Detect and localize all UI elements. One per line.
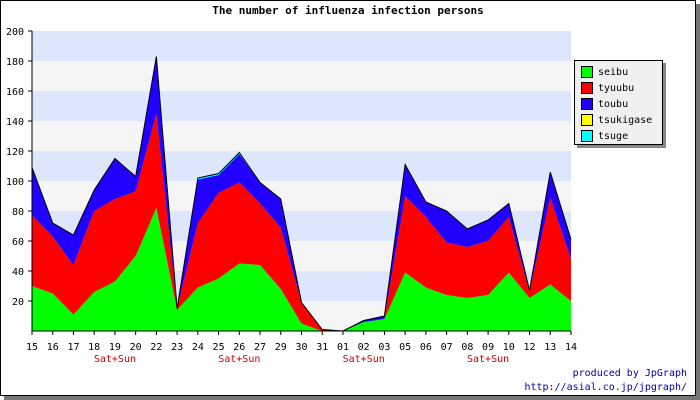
x-tick-label: 07 <box>441 342 453 353</box>
x-tick-label: 29 <box>275 342 287 353</box>
legend-swatch <box>581 82 593 94</box>
y-tick-label: 140 <box>6 117 24 128</box>
chart-title: The number of influenza infection person… <box>212 4 484 17</box>
x-tick-label: 16 <box>47 342 59 353</box>
x-tick-label: 15 <box>26 342 38 353</box>
x-tick-label: 19 <box>109 342 121 353</box>
x-tick-label: 24 <box>192 342 204 353</box>
credit-line-1: produced by JpGraph <box>572 368 687 379</box>
x-tick-label: 18 <box>88 342 100 353</box>
x-tick-label: 17 <box>67 342 79 353</box>
series-area-seibu <box>32 208 571 331</box>
weekend-label: Sat+Sun <box>343 354 385 365</box>
legend-label: tsuge <box>598 130 629 142</box>
x-tick-label: 14 <box>565 342 577 353</box>
weekend-label: Sat+Sun <box>218 354 260 365</box>
x-tick-label: 06 <box>420 342 432 353</box>
credit-text: produced by JpGraph http://asial.co.jp/j… <box>524 367 687 395</box>
series-area-tyuubu <box>32 113 571 331</box>
x-tick-label: 20 <box>130 342 142 353</box>
x-tick-label: 26 <box>233 342 245 353</box>
x-tick-label: 23 <box>171 342 183 353</box>
x-tick-label: 22 <box>150 342 162 353</box>
y-tick-label: 60 <box>12 237 24 248</box>
legend-swatch <box>581 98 593 110</box>
grid-band <box>32 31 571 61</box>
x-tick-label: 09 <box>482 342 494 353</box>
credit-line-2: http://asial.co.jp/jpgraph/ <box>524 382 687 393</box>
y-tick-label: 200 <box>6 27 24 38</box>
y-tick-label: 100 <box>6 177 24 188</box>
x-tick-label: 10 <box>503 342 515 353</box>
legend: seibu tyuubu toubu tsukigase tsuge <box>574 60 663 145</box>
x-tick-label: 30 <box>295 342 307 353</box>
y-tick-label: 20 <box>12 297 24 308</box>
grid-band <box>32 61 571 91</box>
y-tick-label: 160 <box>6 87 24 98</box>
grid-band <box>32 121 571 151</box>
x-tick-label: 13 <box>544 342 556 353</box>
legend-item: toubu <box>581 96 662 112</box>
legend-label: seibu <box>598 66 629 78</box>
legend-label: tsukigase <box>598 114 653 126</box>
chart-plot: 20 40 60 80 100 120 140 160 180 200 15 16 17 18 19 20 22… <box>6 27 577 365</box>
legend-label: tyuubu <box>598 82 635 94</box>
legend-swatch <box>581 130 593 142</box>
legend-swatch <box>581 114 593 126</box>
x-tick-label: 31 <box>316 342 328 353</box>
legend-item: tsuge <box>581 128 662 144</box>
x-tick-label: 05 <box>399 342 411 353</box>
x-tick-label: 08 <box>461 342 473 353</box>
legend-item: seibu <box>581 64 662 80</box>
legend-item: tsukigase <box>581 112 662 128</box>
x-tick-label: 12 <box>524 342 536 353</box>
weekend-label: Sat+Sun <box>94 354 136 365</box>
y-tick-label: 80 <box>12 207 24 218</box>
x-tick-label: 02 <box>358 342 370 353</box>
x-tick-label: 01 <box>337 342 349 353</box>
y-tick-label: 40 <box>12 267 24 278</box>
y-tick-label: 180 <box>6 57 24 68</box>
legend-swatch <box>581 66 593 78</box>
x-tick-label: 25 <box>213 342 225 353</box>
legend-label: toubu <box>598 98 629 110</box>
x-tick-label: 27 <box>254 342 266 353</box>
x-tick-label: 03 <box>378 342 390 353</box>
weekend-label: Sat+Sun <box>467 354 509 365</box>
stack-outline <box>31 56 572 332</box>
grid-band <box>32 91 571 121</box>
legend-item: tyuubu <box>581 80 662 96</box>
y-tick-label: 120 <box>6 147 24 158</box>
